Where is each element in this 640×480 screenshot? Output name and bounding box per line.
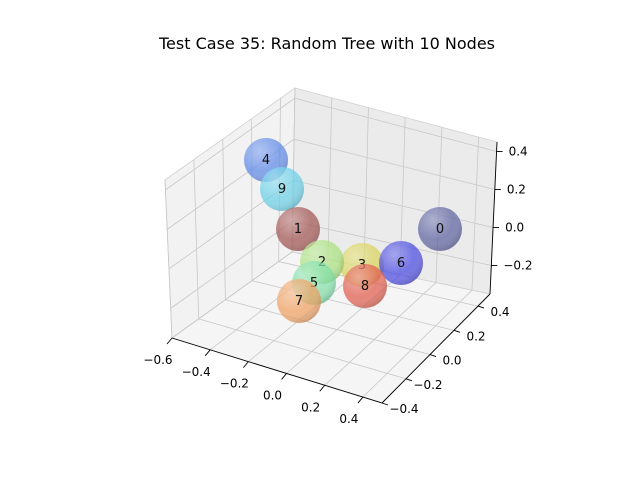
node-shading [343,264,387,308]
z-tick-label: 0.0 [505,221,524,235]
y-grid-wall [164,179,173,339]
y-tick [429,354,437,357]
y-grid-floor [225,299,431,355]
node-9: 9 [260,167,304,211]
node-6: 6 [379,241,423,285]
node-shading [260,167,304,211]
x-tick [281,373,287,380]
node-label: 4 [262,153,270,168]
y-grid-wall [193,159,200,319]
y-axis-line [381,293,491,404]
node-shading [276,207,320,251]
x-grid-wall [471,137,480,291]
node-shading [277,279,321,323]
z-tick-label: 0.2 [507,183,526,197]
z-grid-left-wall [170,220,293,309]
node-shading [379,241,423,285]
x-grid-wall [327,97,333,260]
x-grid-wall [363,107,369,268]
node-1: 1 [276,207,320,251]
y-tick [453,329,461,333]
z-grid-right-wall [293,138,495,190]
x-tick-label: 0.2 [301,400,320,414]
z-grid-left-wall [165,97,296,191]
y-tick [405,378,413,382]
x-tick-label: −0.4 [182,365,211,379]
y-tick [477,305,485,309]
node-8: 8 [343,264,387,308]
chart-title: Test Case 35: Random Tree with 10 Nodes [158,34,495,53]
y-tick-label: 0.4 [490,305,509,319]
z-tick-label: 0.4 [509,145,528,159]
x-tick [243,361,249,368]
y-grid-wall [222,139,226,300]
x-tick [319,384,326,392]
x-tick [204,349,211,357]
node-7: 7 [277,279,321,323]
node-label: 1 [294,222,302,237]
y-tick-label: 0.0 [442,354,461,368]
nodes-layer: 0491362857 [244,138,462,323]
x-tick-label: 0.4 [339,412,358,426]
node-0: 0 [418,207,462,251]
node-label: 7 [295,294,303,309]
node-label: 8 [361,279,369,294]
x-tick-label: 0.0 [263,388,282,402]
y-tick-label: −0.2 [413,378,442,392]
y-grid-floor [198,318,407,380]
z-tick-label: −0.2 [503,259,532,273]
x-grid-wall [435,127,443,283]
axis-ticks: −0.6−0.4−0.20.00.20.4−0.4−0.20.00.20.4−0… [143,145,532,427]
node-shading [418,207,462,251]
node-label: 0 [436,222,444,237]
z-axis-line [489,141,498,295]
x-tick-label: −0.6 [143,353,172,367]
node-label: 9 [278,182,286,197]
z-grid-right-wall [294,97,497,152]
x-grid-floor [324,282,437,386]
x-tick [166,337,173,345]
y-tick [381,402,389,406]
x-tick-label: −0.2 [220,377,249,391]
x-grid-floor [362,289,473,398]
x-tick [357,396,364,404]
x-grid-floor [171,251,293,339]
node-label: 6 [397,256,405,271]
y-tick-label: −0.4 [389,402,418,416]
x-axis-line [171,337,383,404]
node-label: 5 [310,276,318,291]
y-tick-label: 0.2 [466,329,485,343]
node-label: 2 [318,255,326,270]
